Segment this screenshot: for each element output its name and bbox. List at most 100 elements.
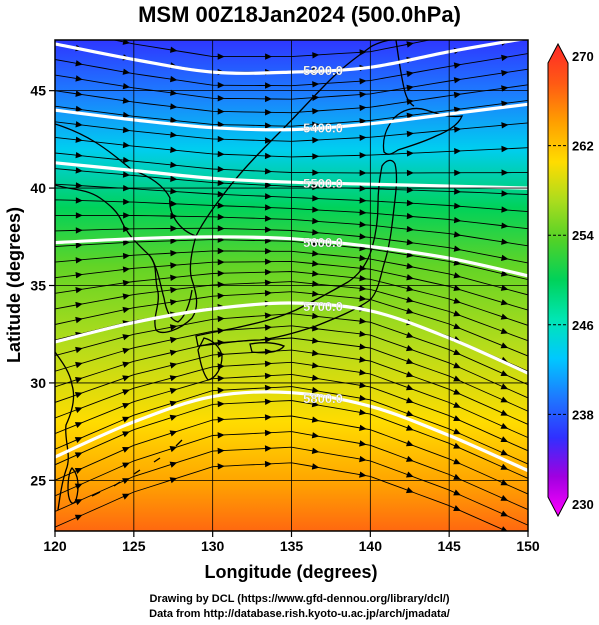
streamline-arrow — [217, 179, 225, 187]
streamline-arrow — [312, 108, 320, 115]
streamline-arrow — [406, 332, 414, 338]
streamline-arrow — [217, 213, 225, 221]
streamline-arrow — [170, 237, 178, 245]
streamline-arrow — [169, 387, 178, 395]
streamline-arrow — [264, 429, 272, 437]
map-axes: 120 125 130 135 140 145 150 25 30 35 40 45 Longitu… — [4, 83, 540, 582]
streamline-arrow — [265, 226, 272, 233]
streamline-arrow — [169, 362, 178, 369]
contour-label: 5800.0 — [303, 391, 343, 406]
streamline-arrow — [217, 166, 225, 173]
streamline-arrow — [312, 52, 320, 59]
streamline-arrow — [170, 116, 178, 124]
streamline-arrow — [312, 260, 320, 267]
streamline-arrow — [217, 375, 225, 382]
streamline-arrow — [453, 62, 462, 69]
streamline-arrow — [217, 432, 225, 439]
streamline-arrow — [406, 130, 414, 138]
streamline-arrow — [265, 109, 272, 116]
streamline-arrow — [265, 269, 272, 276]
streamline-arrow — [122, 126, 131, 134]
streamline-arrow — [359, 369, 367, 376]
streamline-arrow — [312, 312, 320, 320]
streamline-arrow — [74, 514, 83, 521]
y-tick-label: 35 — [30, 278, 46, 294]
streamline-arrow — [406, 199, 414, 207]
streamline-arrow — [264, 152, 272, 160]
streamline-arrow — [311, 447, 320, 454]
streamline-arrow — [359, 409, 367, 416]
streamline-arrow — [122, 171, 131, 178]
streamline-arrow — [75, 152, 83, 159]
streamline-arrow — [74, 422, 83, 428]
streamline-arrow — [75, 272, 83, 279]
contour-label: 5600.0 — [303, 235, 343, 250]
streamline-arrow — [406, 112, 414, 119]
x-tick-label: 145 — [437, 538, 461, 554]
streamline-arrow — [453, 349, 461, 355]
streamline-arrow — [122, 252, 131, 260]
streamline-arrow — [170, 286, 178, 294]
x-axis-label: Longitude (degrees) — [204, 562, 377, 582]
credit-data-source: Data from http://database.rish.kyoto-u.a… — [149, 608, 450, 620]
streamline-arrow — [264, 460, 272, 468]
streamline-arrow — [359, 471, 367, 478]
streamline-arrow — [312, 337, 320, 344]
coastline-kyushu — [197, 337, 223, 381]
streamline-arrow — [75, 136, 83, 143]
streamline-arrow — [122, 266, 131, 273]
streamline-arrow — [123, 212, 131, 219]
streamline-arrow — [122, 83, 131, 90]
streamline-arrow — [265, 248, 272, 255]
streamline-arrow — [359, 317, 367, 325]
streamline-arrow — [453, 473, 461, 480]
streamline-arrow — [264, 290, 272, 297]
streamline-arrow — [122, 68, 131, 75]
streamline-arrow — [406, 455, 414, 462]
streamline-arrow — [406, 471, 414, 478]
streamline-arrow — [312, 270, 320, 277]
streamline-arrow — [311, 432, 320, 439]
streamline-arrow — [170, 146, 178, 153]
streamline-arrow — [500, 370, 509, 376]
streamline-arrow — [75, 242, 83, 249]
streamline-arrow — [359, 275, 367, 282]
streamline-arrow — [170, 188, 178, 195]
streamline-arrow — [501, 24, 509, 30]
map-title: MSM 00Z18Jan2024 (500.0hPa) — [138, 2, 461, 27]
coastline-sakhalin — [395, 40, 415, 107]
streamline-arrow — [311, 463, 320, 470]
streamline-arrow — [453, 231, 462, 238]
streamline-arrow — [122, 111, 131, 119]
streamline-arrow — [406, 285, 414, 292]
streamline-arrow — [406, 307, 414, 314]
streamline-arrow — [122, 40, 131, 45]
streamline-arrow — [74, 407, 83, 413]
streamline-arrow — [406, 487, 414, 494]
streamline-arrow — [453, 458, 461, 465]
streamline-arrow — [75, 167, 83, 174]
streamline-arrow — [359, 209, 367, 216]
streamline-arrow — [500, 396, 509, 403]
streamline-arrow — [170, 274, 178, 281]
coastline-honshu — [195, 159, 398, 347]
streamline-arrow — [311, 400, 320, 408]
streamline-arrow — [265, 258, 272, 265]
streamline-arrow — [453, 505, 461, 511]
streamline-arrow — [217, 225, 225, 232]
streamline-arrow — [74, 468, 83, 474]
coastline-taiwan — [67, 467, 79, 504]
streamline-arrow — [312, 290, 320, 297]
streamline-arrow — [122, 493, 130, 500]
colorbar-tick-label: 262 — [572, 139, 594, 154]
streamline-arrow — [500, 270, 509, 277]
x-tick-label: 150 — [516, 538, 540, 554]
streamline-arrow — [406, 296, 414, 303]
streamline-arrow — [500, 423, 509, 429]
streamline-arrow — [312, 81, 320, 88]
streamline-arrow — [500, 510, 509, 517]
streamline-arrow — [406, 358, 414, 365]
streamline-arrow — [122, 389, 130, 396]
streamline-arrow — [453, 388, 461, 395]
streamline-arrow — [406, 262, 414, 270]
